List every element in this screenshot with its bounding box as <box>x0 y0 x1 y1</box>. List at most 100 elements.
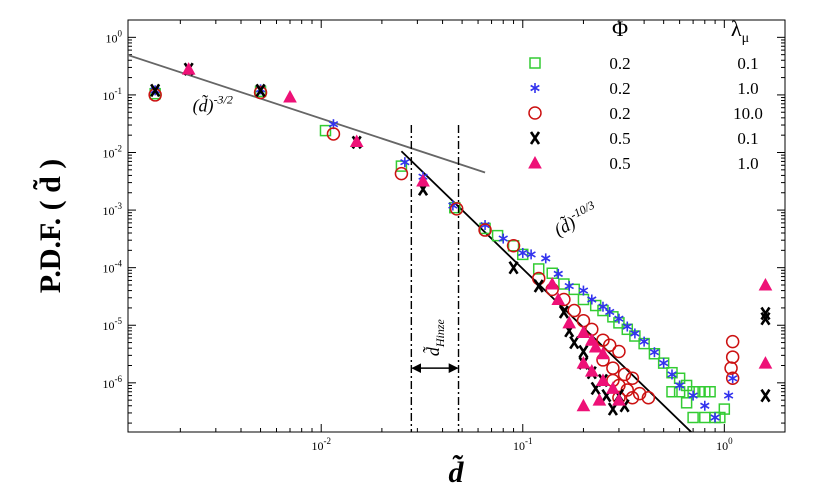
s1-point <box>680 397 693 409</box>
x-stroke <box>569 335 580 350</box>
s2-point <box>710 412 720 423</box>
s4-point <box>533 279 544 293</box>
y-tick-label: 100 <box>106 28 123 45</box>
axis-tick-labels: 10-2 10-1 100 10-6 10-5 10-4 10-3 10-2 10-1 100 <box>103 28 734 453</box>
s3-point <box>725 371 740 386</box>
s3-point <box>567 303 581 318</box>
x-stroke <box>760 388 771 403</box>
y-tick-label: 10-3 <box>103 201 123 218</box>
x-stroke <box>760 311 771 326</box>
s1-point <box>607 311 619 323</box>
star-stroke <box>578 287 589 294</box>
star-stroke <box>723 392 734 399</box>
fit1-label: (d̃)-3/2 <box>193 92 233 116</box>
star-stroke <box>400 158 410 166</box>
s5-point <box>584 364 599 377</box>
y-tick-label: 10-1 <box>103 86 123 103</box>
star-stroke <box>674 382 685 389</box>
legend-marker-s1 <box>529 57 541 69</box>
s5-point <box>576 356 591 369</box>
star-stroke <box>630 330 640 337</box>
y-tick-label: 10-2 <box>103 143 123 160</box>
s2-point <box>700 400 710 411</box>
s5-point <box>551 292 566 306</box>
x-stroke <box>619 399 630 413</box>
legend-header-lambda: λμ <box>731 16 749 46</box>
star-stroke <box>710 414 720 421</box>
s2-point <box>448 200 458 211</box>
x-stroke <box>508 260 519 275</box>
s5-point <box>545 276 560 290</box>
legend-header-phi: Φ <box>612 16 628 41</box>
s5-point <box>588 339 603 353</box>
s5-point <box>416 173 430 187</box>
s1-point <box>319 124 332 137</box>
s3-point <box>606 361 620 375</box>
legend-lambda-s2: 1.0 <box>737 79 758 98</box>
s4-point <box>255 83 266 98</box>
s3-point <box>641 391 656 405</box>
s2-point <box>480 220 490 231</box>
legend-lambda-s4: 0.1 <box>737 129 758 148</box>
s5-point <box>349 134 364 148</box>
s3-point <box>632 386 647 401</box>
legend-lambda-s5: 1.0 <box>737 154 758 173</box>
s3-point <box>625 391 640 405</box>
s3-point <box>449 202 464 216</box>
s4-point <box>150 83 161 98</box>
star-stroke <box>649 349 660 356</box>
s4-point <box>569 335 580 350</box>
s3-point <box>602 338 617 352</box>
x-axis-label: d̃ <box>449 454 465 489</box>
s5-point <box>758 356 773 369</box>
s5-point <box>592 393 607 406</box>
s1-point <box>395 160 408 172</box>
s2-point <box>667 369 677 380</box>
star-stroke <box>328 121 339 128</box>
star-stroke <box>498 235 508 242</box>
s2-point <box>518 247 528 258</box>
s2-point <box>622 321 633 332</box>
legend-marker-s4 <box>529 131 541 145</box>
s1-point <box>666 386 678 398</box>
legend-marker-s5 <box>528 155 542 169</box>
star-stroke <box>614 315 624 322</box>
legend-phi-s3: 0.2 <box>609 104 630 123</box>
s2-point <box>400 157 410 168</box>
s5-point <box>576 398 591 412</box>
s1-point <box>680 379 693 392</box>
s4-point <box>578 344 589 359</box>
star-stroke <box>639 338 649 345</box>
plot-frame <box>127 19 786 433</box>
s3-point <box>326 127 341 141</box>
legend-phi-s1: 0.2 <box>609 54 630 73</box>
star-stroke <box>564 282 574 290</box>
s4-point <box>760 388 771 403</box>
data-points <box>148 62 773 424</box>
y-tick-label: 10-5 <box>103 316 123 333</box>
s1-point <box>704 386 716 398</box>
s2-point <box>688 390 698 401</box>
s5-point <box>612 393 626 406</box>
s1-point <box>687 411 699 424</box>
legend-phi-s5: 0.5 <box>609 154 630 173</box>
s2-point <box>578 285 589 296</box>
s2-point <box>649 347 660 358</box>
s2-point <box>541 253 551 264</box>
x-tick-label: 100 <box>716 436 733 453</box>
legend-phi-s4: 0.5 <box>609 129 630 148</box>
star-stroke <box>518 249 528 257</box>
s3-point <box>506 239 521 253</box>
s2-point <box>553 268 563 279</box>
star-stroke <box>541 255 551 262</box>
star-stroke <box>587 296 597 303</box>
star-stroke <box>480 221 490 229</box>
fit1-line <box>128 54 486 174</box>
legend-lambda-s3: 10.0 <box>733 104 763 123</box>
x-stroke <box>150 83 161 98</box>
x-stroke <box>255 83 266 98</box>
s5-point <box>181 62 196 75</box>
s3-point <box>253 85 268 100</box>
